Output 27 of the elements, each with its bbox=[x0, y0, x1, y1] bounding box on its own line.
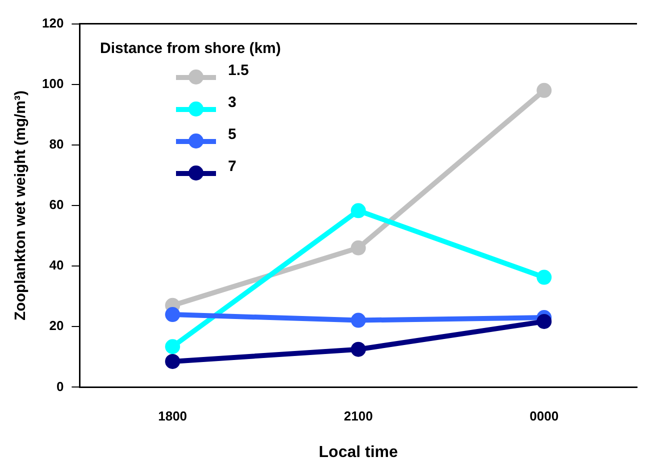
legend-label: 3 bbox=[228, 94, 236, 110]
point bbox=[165, 354, 180, 369]
point bbox=[350, 203, 366, 218]
point bbox=[350, 342, 366, 357]
y-axis-title: Zooplankton wet weight (mg/m³) bbox=[12, 90, 30, 320]
legend-label: 7 bbox=[228, 158, 236, 174]
y-tick-label: 20 bbox=[49, 318, 64, 334]
point bbox=[536, 314, 552, 329]
y-tick-label: 100 bbox=[42, 76, 64, 91]
legend-label: 1.5 bbox=[228, 62, 249, 78]
point bbox=[350, 312, 366, 328]
legend-title: Distance from shore (km) bbox=[100, 40, 281, 57]
point bbox=[165, 307, 180, 322]
x-tick-label: 2100 bbox=[344, 408, 373, 424]
x-tick-label: 1800 bbox=[158, 408, 188, 424]
point bbox=[536, 82, 552, 98]
y-tick-label: 0 bbox=[56, 378, 64, 394]
point bbox=[350, 240, 366, 256]
legend-label: 5 bbox=[228, 126, 236, 142]
y-tick-label: 40 bbox=[49, 258, 64, 273]
x-axis-title: Local time bbox=[318, 444, 398, 461]
y-tick-label: 60 bbox=[49, 197, 64, 212]
y-tick-label: 80 bbox=[49, 136, 64, 152]
point bbox=[536, 270, 552, 285]
point bbox=[165, 339, 180, 354]
x-tick-label: 0000 bbox=[530, 408, 559, 424]
y-tick-label: 120 bbox=[42, 15, 64, 30]
